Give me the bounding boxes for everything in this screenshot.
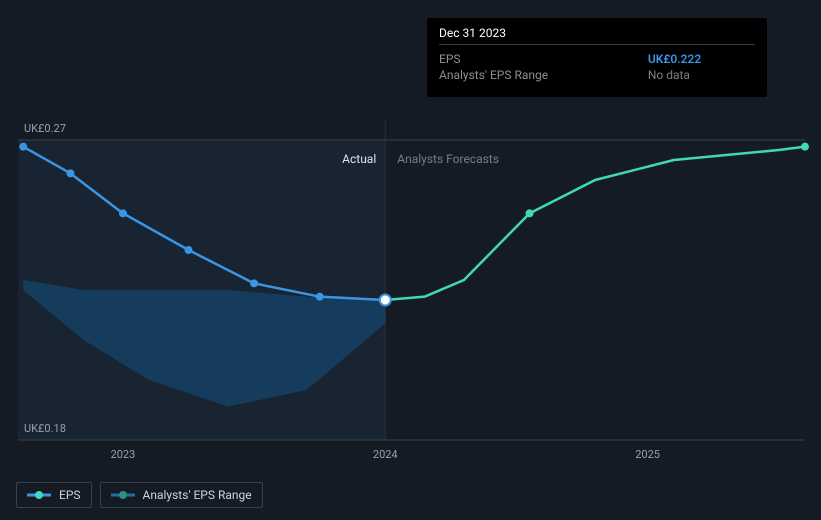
svg-text:2024: 2024	[373, 448, 398, 461]
legend-swatch-eps	[27, 489, 51, 501]
svg-text:2025: 2025	[635, 448, 660, 461]
section-label-forecast: Analysts Forecasts	[393, 150, 503, 168]
section-label-actual: Actual	[325, 150, 380, 168]
tooltip-row-value: UK£0.222	[624, 51, 755, 67]
legend-label: Analysts' EPS Range	[143, 488, 252, 502]
tooltip-date: Dec 31 2023	[439, 26, 755, 40]
legend-label: EPS	[59, 488, 81, 502]
svg-text:UK£0.27: UK£0.27	[24, 122, 66, 135]
tooltip-row-label: Analysts' EPS Range	[439, 67, 624, 83]
legend-item-eps[interactable]: EPS	[16, 482, 92, 508]
chart-legend: EPS Analysts' EPS Range	[16, 482, 263, 508]
svg-text:UK£0.18: UK£0.18	[24, 422, 66, 435]
chart-tooltip: Dec 31 2023 EPS UK£0.222 Analysts' EPS R…	[427, 18, 767, 97]
svg-text:2023: 2023	[111, 448, 136, 461]
legend-swatch-range	[111, 489, 135, 501]
tooltip-row-value: No data	[624, 67, 755, 83]
tooltip-table: EPS UK£0.222 Analysts' EPS Range No data	[439, 51, 755, 83]
legend-item-range[interactable]: Analysts' EPS Range	[100, 482, 263, 508]
eps-forecast-chart: UK£0.27 UK£0.18 2023 2024 2025 Dec 31 2023 E…	[0, 0, 821, 520]
tooltip-row-label: EPS	[439, 51, 624, 67]
